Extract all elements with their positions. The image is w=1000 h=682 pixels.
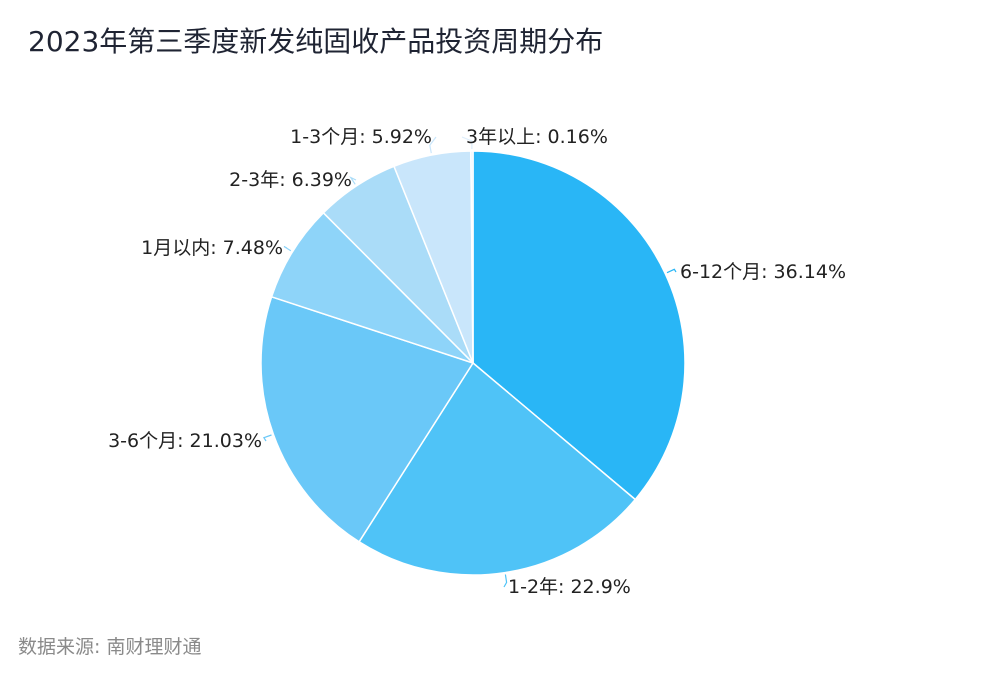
leader-line (429, 136, 437, 154)
slice-label: 3-6个月: 21.03% (108, 430, 262, 452)
pie-slices (260, 150, 686, 576)
slice-label: 1月以内: 7.48% (141, 237, 283, 259)
slice-label: 2-3年: 6.39% (229, 169, 352, 191)
leader-line (349, 176, 357, 185)
leader-line (503, 574, 508, 588)
data-source-note: 数据来源: 南财理财通 (18, 636, 202, 658)
slice-label: 1-3个月: 5.92% (290, 126, 432, 148)
pie-slice (358, 361, 637, 576)
leader-lines (262, 136, 677, 588)
slice-label: 1-2年: 22.9% (508, 576, 631, 598)
pie-slice (472, 150, 686, 501)
chart-title: 2023年第三季度新发纯固收产品投资周期分布 (28, 25, 604, 58)
slice-labels: 6-12个月: 36.14% 1-2年: 22.9% 3-6个月: 21.03% 1月… (108, 126, 846, 598)
leader-line (461, 136, 473, 149)
leader-line (262, 434, 272, 442)
pie-slice (470, 150, 474, 364)
slice-label: 3年以上: 0.16% (466, 126, 608, 148)
leader-line (666, 268, 677, 274)
pie-slice (270, 211, 474, 364)
pie-slice (260, 295, 475, 543)
leader-line (283, 245, 292, 252)
slice-label: 6-12个月: 36.14% (680, 261, 846, 283)
